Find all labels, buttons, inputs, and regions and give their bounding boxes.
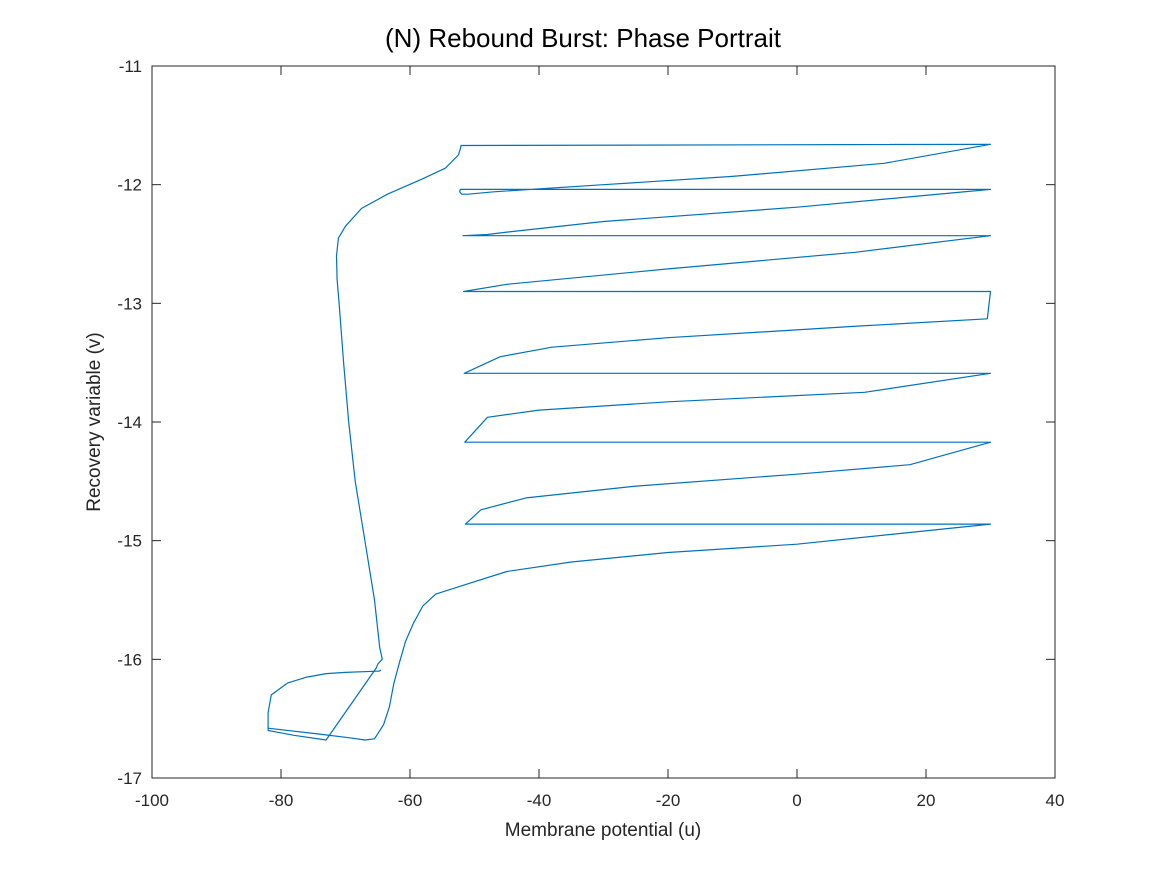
x-axis-ticks: -100 -80 -60 -40 -20 0 20 40 <box>135 66 1064 810</box>
phase-trajectory-line <box>267 143 992 741</box>
y-tick-label: -16 <box>117 650 142 669</box>
plot-area <box>151 65 1056 779</box>
chart-title: (N) Rebound Burst: Phase Portrait <box>385 23 782 53</box>
x-tick-label: 20 <box>917 791 936 810</box>
y-tick-label: -17 <box>117 769 142 788</box>
x-tick-label: -80 <box>269 791 294 810</box>
y-tick-label: -11 <box>119 57 142 76</box>
x-tick-label: -100 <box>135 791 169 810</box>
y-tick-label: -13 <box>117 294 142 313</box>
series-layer <box>267 143 992 741</box>
x-tick-label: -40 <box>527 791 552 810</box>
y-tick-label: -12 <box>117 176 142 195</box>
x-tick-label: -60 <box>398 791 423 810</box>
y-axis-label: Recovery variable (v) <box>84 332 105 512</box>
y-tick-label: -15 <box>117 532 142 551</box>
x-tick-label: 0 <box>792 791 801 810</box>
x-tick-label: 40 <box>1046 791 1065 810</box>
y-tick-label: -14 <box>117 413 142 432</box>
x-axis-label: Membrane potential (u) <box>505 820 701 841</box>
x-tick-label: -20 <box>656 791 681 810</box>
y-axis-ticks: -17 -16 -15 -14 -13 -12 -11 <box>117 57 1055 788</box>
